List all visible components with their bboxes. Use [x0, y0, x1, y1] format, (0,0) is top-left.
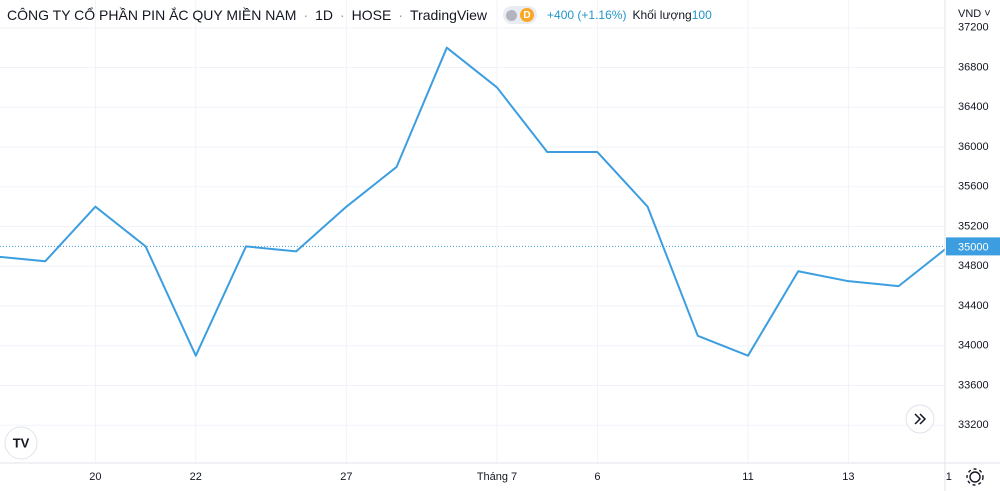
currency[interactable]: VND ˅	[958, 8, 991, 20]
y-tick-label: 33600	[958, 379, 989, 391]
y-tick-label: 33200	[958, 419, 989, 431]
x-tick-label: 13	[842, 471, 854, 483]
last-price-box	[946, 237, 1000, 256]
badge-letter: D	[520, 8, 535, 22]
y-tick-label: 34400	[958, 300, 989, 312]
tv-logo: TV	[4, 426, 38, 460]
volume: 100	[691, 8, 712, 22]
change: +400 (+1.16%)	[547, 8, 627, 22]
x-tick-label: 20	[89, 471, 101, 483]
y-tick-label: 36800	[958, 61, 989, 73]
y-tick-label: 34000	[958, 340, 989, 352]
x-tick-label: 27	[340, 471, 352, 483]
y-tick-label: 36000	[958, 141, 989, 153]
symbol-name: CÔNG TY CỔ PHẦN PIN ẮC QUY MIỀN NAM	[7, 7, 297, 23]
interval: 1D	[315, 7, 333, 23]
volume-label: Khối lượng	[632, 8, 692, 22]
scroll-button[interactable]	[905, 404, 935, 434]
currency-label: VND	[958, 8, 982, 20]
y-tick-label: 34800	[958, 260, 989, 272]
x-tick-label: 22	[190, 471, 202, 483]
y-tick-label: 37200	[958, 22, 989, 34]
svg-text:TV: TV	[13, 435, 30, 450]
y-tick-label: 35200	[958, 220, 989, 232]
exchange: HOSE	[351, 7, 392, 23]
y-tick-label: 36400	[958, 101, 989, 113]
price-line	[0, 46, 945, 357]
legend-header: CÔNG TY CỔ PHẦN PIN ẮC QUY MIỀN NAM · 1D…	[7, 6, 712, 24]
settings-icon[interactable]	[966, 468, 984, 486]
x-tick-label: 6	[594, 471, 600, 483]
y-tick-label: 35600	[958, 181, 989, 193]
status-badge: D	[503, 6, 538, 24]
last-price-label: 35000	[958, 241, 989, 253]
x-tick-label: 11	[742, 471, 753, 483]
x-tick-label: Tháng 7	[477, 471, 517, 483]
source: TradingView	[410, 7, 488, 23]
x-tick-label: 1	[946, 471, 952, 483]
